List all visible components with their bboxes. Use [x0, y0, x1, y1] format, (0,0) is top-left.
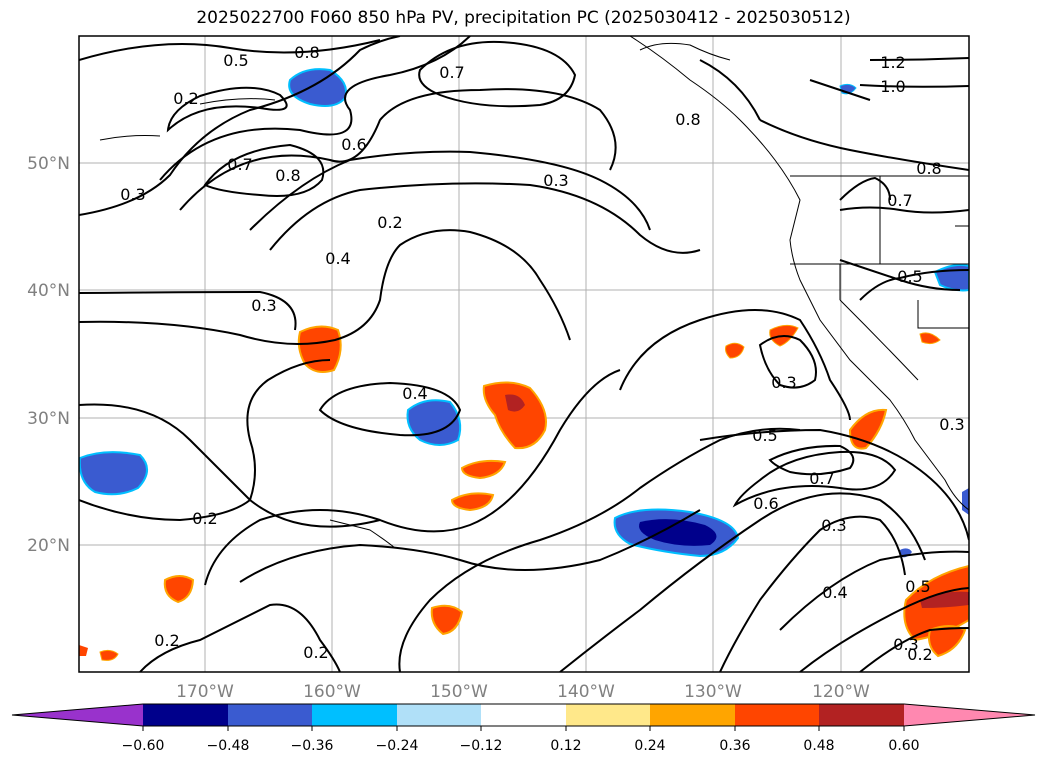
colorbar: −0.60 −0.48 −0.36 −0.24 −0.12 0.12 0.24 … — [11, 703, 1036, 754]
colorbar-tick-label: 0.48 — [803, 738, 834, 754]
colorbar-tick-label: 0.24 — [634, 738, 665, 754]
colorbar-tick-label: −0.12 — [460, 738, 503, 754]
contour-label: 1.2 — [880, 53, 905, 72]
contour-label: 0.7 — [439, 63, 464, 82]
lat-label: 40°N — [27, 281, 70, 301]
colorbar-segment — [143, 704, 228, 726]
contour-label: 0.4 — [822, 583, 847, 602]
contour-label: 0.5 — [752, 426, 777, 445]
map-plot-area: 0.5 0.8 0.7 0.2 0.3 0.7 0.8 0.6 0.3 0.2 … — [79, 36, 969, 672]
colorbar-tick-label: −0.24 — [376, 738, 419, 754]
contour-label: 0.7 — [887, 191, 912, 210]
lat-label: 30°N — [27, 409, 70, 429]
colorbar-segment — [904, 704, 1035, 726]
contour-label: 0.3 — [893, 635, 918, 654]
colorbar-tick-marks — [142, 726, 905, 731]
colorbar-segment — [481, 704, 566, 726]
coastlines — [99, 36, 969, 549]
lat-label: 20°N — [27, 536, 70, 556]
map-frame — [78, 35, 970, 673]
contour-label: 0.3 — [939, 415, 964, 434]
lon-label: 170°W — [176, 682, 234, 702]
contour-label: 0.8 — [294, 43, 319, 62]
contour-label: 0.2 — [907, 645, 932, 664]
colorbar-tick-label: −0.60 — [122, 738, 165, 754]
contour-label: 0.2 — [154, 631, 179, 650]
contour-label: 0.2 — [192, 509, 217, 528]
contour-label: 0.7 — [809, 469, 834, 488]
contour-labels: 0.5 0.8 0.7 0.2 0.3 0.7 0.8 0.6 0.3 0.2 … — [120, 43, 964, 664]
contour-label: 0.2 — [173, 89, 198, 108]
contour-label: 0.6 — [753, 494, 778, 513]
colorbar-segment — [819, 704, 904, 726]
contour-label: 0.2 — [303, 643, 328, 662]
colorbar-tick-label: −0.36 — [291, 738, 334, 754]
pv-contours — [79, 36, 969, 672]
contour-label: 0.2 — [377, 213, 402, 232]
contour-label: 0.5 — [223, 51, 248, 70]
contour-label: 0.8 — [675, 110, 700, 129]
lon-label: 140°W — [557, 682, 615, 702]
contour-label: 0.8 — [275, 166, 300, 185]
colorbar-segment — [312, 704, 397, 726]
colorbar-segment — [397, 704, 481, 726]
contour-label: 0.3 — [821, 516, 846, 535]
lon-label: 120°W — [812, 682, 870, 702]
colorbar-segment — [735, 704, 819, 726]
contour-label: 0.3 — [120, 185, 145, 204]
colorbar-segment — [12, 704, 143, 726]
contour-label: 0.3 — [771, 373, 796, 392]
lon-label: 130°W — [684, 682, 742, 702]
contour-label: 0.6 — [341, 135, 366, 154]
longitude-labels: 170°W 160°W 150°W 140°W 130°W 120°W — [176, 682, 870, 702]
contour-label: 0.3 — [251, 296, 276, 315]
lon-label: 150°W — [430, 682, 488, 702]
colorbar-tick-label: −0.48 — [207, 738, 250, 754]
positive-precip-areas — [79, 324, 969, 661]
contour-label: 1.0 — [880, 77, 905, 96]
contour-label: 0.5 — [897, 267, 922, 286]
colorbar-tick-label: 0.36 — [719, 738, 750, 754]
lat-label: 50°N — [27, 154, 70, 174]
contour-label: 0.8 — [916, 159, 941, 178]
colorbar-segment — [650, 704, 735, 726]
map-title: 2025022700 F060 850 hPa PV, precipitatio… — [196, 8, 851, 28]
contour-label: 0.7 — [227, 155, 252, 174]
contour-label: 0.3 — [543, 171, 568, 190]
contour-label: 0.5 — [905, 577, 930, 596]
contour-label: 0.4 — [325, 249, 350, 268]
colorbar-tick-label: 0.60 — [888, 738, 919, 754]
lon-label: 160°W — [303, 682, 361, 702]
colorbar-tick-label: 0.12 — [550, 738, 581, 754]
colorbar-segment — [228, 704, 312, 726]
contour-label: 0.4 — [402, 384, 427, 403]
colorbar-segment — [566, 704, 650, 726]
latitude-labels: 50°N 40°N 30°N 20°N — [27, 154, 70, 556]
